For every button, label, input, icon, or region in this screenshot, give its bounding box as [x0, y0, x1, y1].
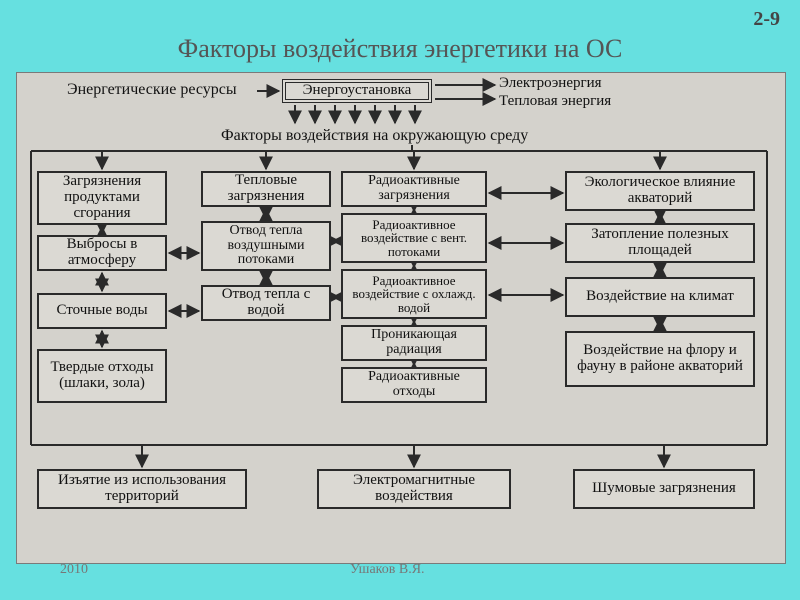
node-b_col1_3: Сточные воды [37, 293, 167, 329]
node-b_col2_3: Отвод тепла с водой [201, 285, 331, 321]
label-t_heat: Тепловая энергия [499, 93, 611, 110]
footer-author: Ушаков В.Я. [350, 562, 425, 578]
page-title: Факторы воздействия энергетики на ОС [0, 34, 800, 64]
node-b_col2_1: Тепловые загрязнения [201, 171, 331, 207]
node-b_col4_2: Затопление полезных площадей [565, 223, 755, 263]
node-b_col3_3: Радиоактивное воздействие с охлажд. водо… [341, 269, 487, 319]
label-t_resources: Энергетические ресурсы [67, 81, 237, 99]
node-b_col1_1: Загрязнения продуктами сгорания [37, 171, 167, 225]
node-b_col1_2: Выбросы в атмосферу [37, 235, 167, 271]
page-number: 2-9 [753, 8, 780, 31]
diagram-panel: Энергоустановка Загрязнения продуктами сг… [16, 72, 786, 564]
node-b_col3_5: Радиоактивные отходы [341, 367, 487, 403]
node-b_col4_1: Экологическое влияние акваторий [565, 171, 755, 211]
node-b_col2_2: Отвод тепла воздушными потоками [201, 221, 331, 271]
node-b_col3_1: Радиоактивные загрязнения [341, 171, 487, 207]
label-t_factors: Факторы воздействия на окружающую среду [221, 127, 528, 145]
node-b_power: Энергоустановка [282, 79, 432, 103]
node-b_col1_4: Твердые отходы (шлаки, зола) [37, 349, 167, 403]
node-b_bot_2: Электромагнитные воздействия [317, 469, 511, 509]
node-b_bot_1: Изъятие из использования территорий [37, 469, 247, 509]
node-b_col3_2: Радиоактивное воздействие с вент. потока… [341, 213, 487, 263]
node-b_col4_3: Воздействие на климат [565, 277, 755, 317]
footer-year: 2010 [60, 562, 88, 578]
label-t_elect: Электроэнергия [499, 75, 602, 92]
node-b_col4_4: Воздействие на флору и фауну в районе ак… [565, 331, 755, 387]
node-b_col3_4: Проникающая радиация [341, 325, 487, 361]
node-b_bot_3: Шумовые загрязнения [573, 469, 755, 509]
